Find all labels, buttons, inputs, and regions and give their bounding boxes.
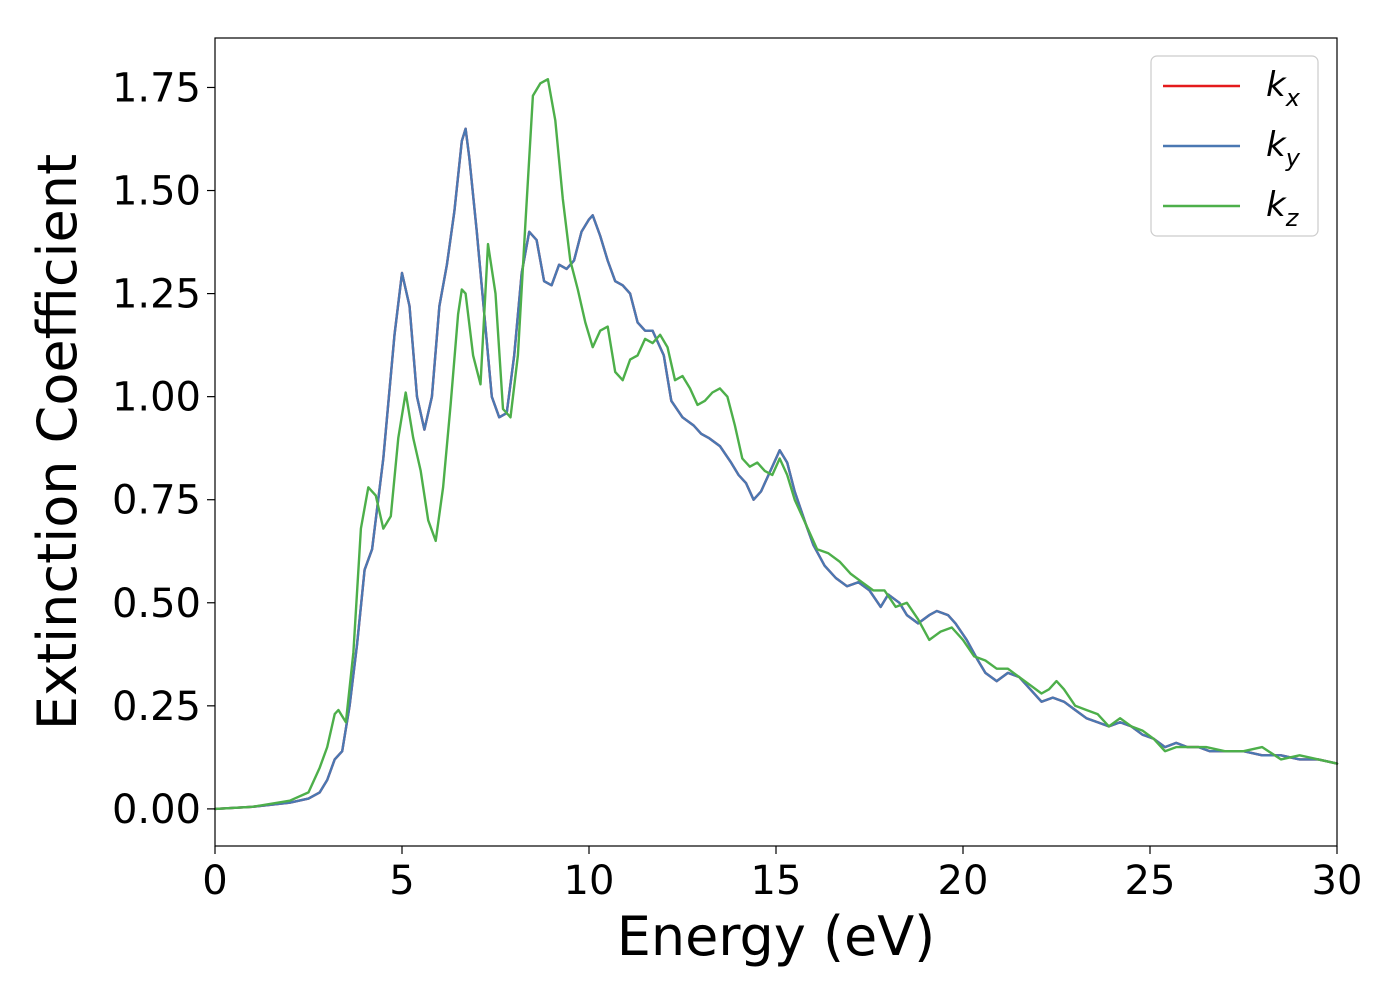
x-tick-label: 20 xyxy=(938,858,989,904)
x-tick-label: 30 xyxy=(1312,858,1363,904)
x-tick-label: 5 xyxy=(389,858,414,904)
series-layer xyxy=(213,77,1339,811)
y-tick-label: 0.50 xyxy=(112,581,201,627)
legend-label-subscript: y xyxy=(1285,144,1301,172)
y-tick-label: 1.00 xyxy=(112,375,201,421)
legend-label-main: k xyxy=(1266,185,1287,225)
y-tick-label: 1.25 xyxy=(112,272,201,318)
y-tick-label: 0.25 xyxy=(112,684,201,730)
legend-label-subscript: x xyxy=(1285,84,1301,112)
y-tick-label: 0.75 xyxy=(112,478,201,524)
y-axis-title: Extinction Coefficient xyxy=(26,154,89,730)
series-line-kz xyxy=(213,77,1339,811)
legend-label-main: k xyxy=(1266,125,1287,165)
x-tick-label: 25 xyxy=(1125,858,1176,904)
x-tick-label: 0 xyxy=(202,858,227,904)
legend-label-main: k xyxy=(1266,65,1287,105)
y-tick-label: 0.00 xyxy=(112,787,201,833)
series-line-ky xyxy=(213,127,1339,811)
legend-label: kz xyxy=(1266,185,1300,232)
legend-label: kx xyxy=(1266,65,1301,112)
x-tick-label: 15 xyxy=(751,858,802,904)
legend-label-subscript: z xyxy=(1285,204,1300,232)
legend-label: ky xyxy=(1266,125,1301,172)
y-axis: 0.00 0.25 0.50 0.75 1.00 1.25 1.50 1.75 xyxy=(112,65,215,833)
x-axis: 0 5 10 15 20 25 30 xyxy=(202,846,1362,904)
y-tick-label: 1.75 xyxy=(112,65,201,111)
x-tick-label: 10 xyxy=(564,858,615,904)
y-tick-label: 1.50 xyxy=(112,169,201,215)
x-axis-title: Energy (eV) xyxy=(617,905,936,968)
